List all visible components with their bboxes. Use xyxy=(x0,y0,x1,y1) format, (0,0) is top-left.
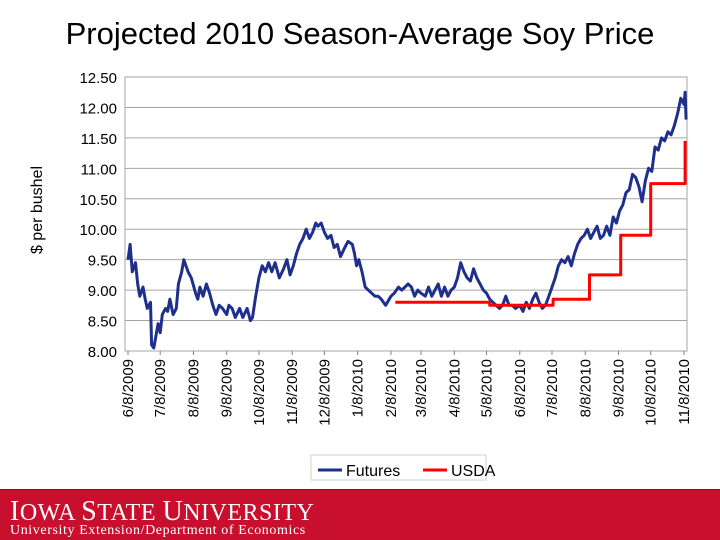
y-tick-label: 8.50 xyxy=(88,314,117,331)
x-tick-label: 8/8/2010 xyxy=(577,359,594,417)
x-tick-label: 10/8/2009 xyxy=(251,359,268,426)
footer-top-rule xyxy=(0,489,720,490)
x-tick-label: 6/8/2010 xyxy=(512,359,529,417)
x-tick-label: 2/8/2010 xyxy=(383,359,400,417)
y-axis-label: $ per bushel xyxy=(29,166,46,254)
y-axis-ticks: 8.00 8.50 9.00 9.50 10.00 10.50 11.00 11.50 12.0… xyxy=(79,70,117,361)
x-tick-label: 8/8/2009 xyxy=(185,359,202,417)
y-tick-label: 12.00 xyxy=(79,100,117,117)
x-tick-label: 10/8/2010 xyxy=(643,359,660,426)
x-tick-label: 11/8/2010 xyxy=(676,359,693,425)
chart-legend: Futures USDA xyxy=(310,454,496,481)
x-tick-label: 9/8/2009 xyxy=(219,359,236,417)
y-tick-label: 11.00 xyxy=(81,161,117,178)
x-tick-label: 5/8/2010 xyxy=(479,359,496,417)
x-tick-label: 4/8/2010 xyxy=(446,359,463,417)
x-tick-label: 11/8/2009 xyxy=(284,359,301,425)
legend-label: Futures xyxy=(346,463,400,480)
legend-box xyxy=(310,454,487,481)
price-chart: 8.00 8.50 9.00 9.50 10.00 10.50 11.00 11.50 12.0… xyxy=(29,70,693,481)
plot-area-border xyxy=(124,76,688,352)
y-tick-label: 10.50 xyxy=(79,192,117,209)
y-tick-label: 8.00 xyxy=(88,344,117,361)
x-tick-label: 7/8/2010 xyxy=(544,359,561,417)
x-tick-label: 3/8/2010 xyxy=(413,359,430,417)
x-tick-label: 1/8/2010 xyxy=(350,359,367,417)
y-tick-label: 9.50 xyxy=(88,253,117,270)
chart-series xyxy=(126,90,688,350)
legend-label: USDA xyxy=(451,463,496,480)
plot-border-rect xyxy=(124,76,688,352)
x-axis-ticks: 6/8/2009 7/8/2009 8/8/2009 9/8/2009 10/8/200… xyxy=(120,351,693,426)
y-tick-label: 10.00 xyxy=(79,222,117,239)
department-subtitle: University Extension/Department of Econo… xyxy=(10,523,306,538)
chart-gridlines xyxy=(125,76,687,352)
series-line-futures xyxy=(126,90,688,350)
x-tick-label: 9/8/2010 xyxy=(611,359,628,417)
x-tick-label: 7/8/2009 xyxy=(152,359,169,417)
footer-bar: IOWA STATE UNIVERSITY University Extensi… xyxy=(0,490,720,540)
x-tick-label: 6/8/2009 xyxy=(120,359,137,417)
y-tick-label: 12.50 xyxy=(79,70,117,87)
y-tick-label: 9.00 xyxy=(88,283,117,300)
y-tick-label: 11.50 xyxy=(81,131,117,148)
series-line-usda xyxy=(395,140,687,307)
slide-title: Projected 2010 Season-Average Soy Price xyxy=(65,16,655,51)
x-tick-label: 12/8/2009 xyxy=(316,359,333,426)
university-logo-text: IOWA STATE UNIVERSITY xyxy=(10,496,315,527)
